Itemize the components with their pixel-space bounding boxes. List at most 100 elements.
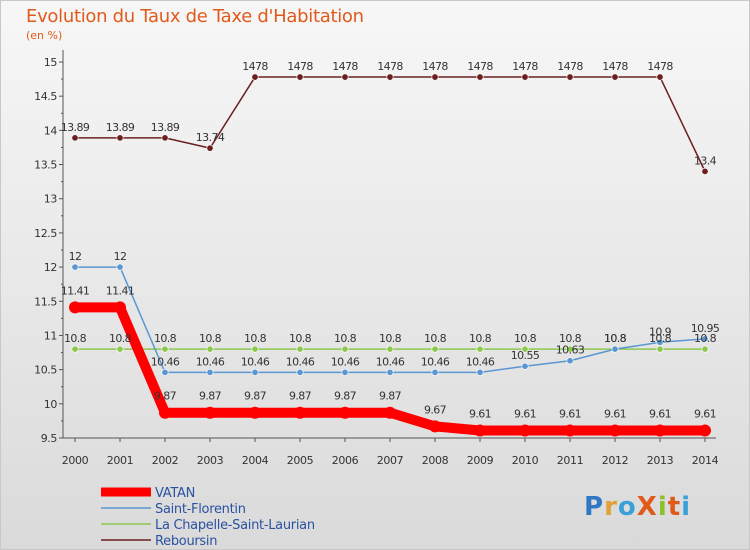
data-label: 1478 xyxy=(602,60,628,73)
data-point xyxy=(701,335,709,343)
proxiti-logo: ProXiti xyxy=(584,492,691,522)
x-tick-label: 2010 xyxy=(512,454,539,467)
data-label: 10.46 xyxy=(376,355,405,368)
data-label: 10.46 xyxy=(196,355,225,368)
y-tick-label: 13 xyxy=(44,193,58,206)
data-label: 9.61 xyxy=(559,407,581,420)
x-tick-label: 2002 xyxy=(152,454,178,467)
y-tick-label: 11 xyxy=(44,329,57,342)
data-point xyxy=(656,338,664,346)
data-label: 9.87 xyxy=(199,390,222,403)
data-point xyxy=(251,368,259,376)
data-label: 10.46 xyxy=(151,355,180,368)
data-point xyxy=(296,73,304,81)
x-tick-label: 2014 xyxy=(692,454,719,467)
x-tick-label: 2000 xyxy=(62,454,89,467)
logo-letter: P xyxy=(584,492,605,522)
data-point xyxy=(431,368,439,376)
data-point xyxy=(71,134,79,142)
data-point xyxy=(386,73,394,81)
data-label: 12 xyxy=(69,250,82,263)
data-label: 10.8 xyxy=(289,332,312,345)
y-tick-label: 15 xyxy=(44,56,58,69)
legend-label: Saint-Florentin xyxy=(155,502,246,517)
data-point xyxy=(656,345,664,353)
legend-label: La Chapelle-Saint-Laurian xyxy=(155,518,315,533)
data-label: 9.61 xyxy=(649,407,671,420)
data-label: 10.8 xyxy=(604,332,627,345)
data-label: 10.8 xyxy=(424,332,447,345)
data-point xyxy=(701,345,709,353)
data-label: 12 xyxy=(114,250,127,263)
data-point xyxy=(701,167,709,175)
data-label: 10.8 xyxy=(514,332,537,345)
y-tick-label: 12 xyxy=(44,261,57,274)
data-point xyxy=(116,345,124,353)
data-point xyxy=(609,424,621,437)
data-point xyxy=(341,73,349,81)
x-tick-label: 2011 xyxy=(557,454,583,467)
data-label: 10.8 xyxy=(199,332,222,345)
data-point xyxy=(206,368,214,376)
data-point xyxy=(206,345,214,353)
data-label: 13.89 xyxy=(61,121,90,134)
data-label: 1478 xyxy=(422,60,448,73)
data-label: 1478 xyxy=(242,60,268,73)
data-point xyxy=(566,345,574,353)
data-point xyxy=(431,345,439,353)
data-point xyxy=(161,368,169,376)
data-label: 9.87 xyxy=(379,390,402,403)
data-point xyxy=(611,345,619,353)
x-tick-label: 2003 xyxy=(197,454,224,467)
data-point xyxy=(611,73,619,81)
data-label: 9.87 xyxy=(334,390,357,403)
data-labels: 13.89 13.89 13.89 13.74 1478 1478 1478 1478 1478… xyxy=(61,60,721,420)
x-tick-label: 2013 xyxy=(647,454,674,467)
data-label: 11.41 xyxy=(106,284,135,297)
data-point xyxy=(251,345,259,353)
data-point xyxy=(521,345,529,353)
y-tick-label: 10 xyxy=(44,398,58,411)
x-tick-label: 2001 xyxy=(107,454,133,467)
data-label: 10.46 xyxy=(241,355,270,368)
data-label: 13.74 xyxy=(196,131,225,144)
logo-letter: i xyxy=(657,492,668,522)
logo-letter: t xyxy=(667,492,682,522)
data-point xyxy=(161,134,169,142)
axes: 9.5 10 10.5 11 11.5 12 12.5 13 13.5 14 14.5 15 2000 2… xyxy=(34,50,719,467)
series-layer xyxy=(69,73,711,437)
logo-letter: X xyxy=(636,492,658,522)
data-label: 10.46 xyxy=(331,355,360,368)
data-point xyxy=(474,424,486,437)
data-point xyxy=(386,345,394,353)
data-label: 10.8 xyxy=(694,332,717,345)
data-point xyxy=(566,357,574,365)
x-tick-label: 2008 xyxy=(422,454,449,467)
data-point xyxy=(699,424,711,437)
data-label: 10.8 xyxy=(559,332,582,345)
data-label: 10.46 xyxy=(286,355,315,368)
data-point xyxy=(294,406,306,419)
data-label: 13.4 xyxy=(694,154,717,167)
data-label: 9.87 xyxy=(244,390,267,403)
data-label: 1478 xyxy=(377,60,403,73)
data-label: 11.41 xyxy=(61,284,90,297)
data-point xyxy=(386,368,394,376)
data-label: 9.61 xyxy=(514,407,536,420)
data-point xyxy=(71,345,79,353)
data-point xyxy=(341,368,349,376)
data-point xyxy=(654,424,666,437)
data-label: 10.46 xyxy=(421,355,450,368)
data-point xyxy=(69,301,81,314)
data-label: 9.61 xyxy=(694,407,716,420)
x-tick-label: 2012 xyxy=(602,454,628,467)
data-label: 10.8 xyxy=(154,332,177,345)
data-point xyxy=(296,368,304,376)
data-point xyxy=(339,406,351,419)
data-label: 9.87 xyxy=(289,390,312,403)
data-label: 10.8 xyxy=(64,332,87,345)
data-label: 10.9 xyxy=(649,325,672,338)
data-point xyxy=(116,263,124,271)
data-point xyxy=(476,345,484,353)
